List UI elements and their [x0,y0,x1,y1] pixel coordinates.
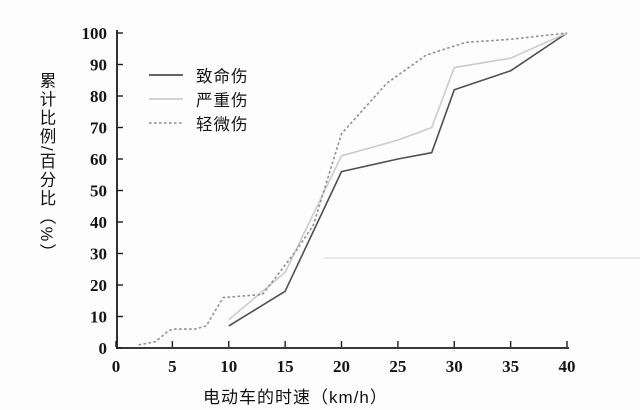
x-tick-label: 25 [389,357,406,376]
y-axis-title: 累计比例/百分比（%） [37,72,55,262]
y-tick-label: 60 [90,150,107,169]
series-line-serious [228,32,568,321]
series-line-fatal [228,32,568,327]
y-tick-label: 10 [90,308,107,327]
serious-line-sample-icon [149,97,183,100]
y-tick-label: 0 [99,339,108,358]
x-tick-label: 35 [502,357,519,376]
x-tick-label: 10 [220,357,237,376]
minor-line-sample-icon [149,121,183,124]
y-tick-label: 20 [90,276,107,295]
y-tick-label: 90 [90,56,107,75]
legend-item-fatal: 致命伤 [148,64,249,86]
x-tick-label: 0 [112,357,121,376]
y-tick-label: 40 [90,213,107,232]
x-tick-label: 40 [559,357,576,376]
legend-label-serious: 严重伤 [196,91,249,110]
x-tick-label: 20 [333,357,350,376]
y-tick-label: 70 [90,119,107,138]
fatal-line-sample-icon [149,73,183,76]
legend-label-fatal: 致命伤 [196,67,249,86]
legend-item-minor: 轻微伤 [148,112,249,134]
x-tick-label: 30 [446,357,463,376]
y-tick-label: 100 [82,24,108,43]
legend-label-minor: 轻微伤 [196,115,249,134]
series-line-minor [138,32,568,346]
x-tick-label: 15 [277,357,294,376]
x-tick-label: 5 [168,357,177,376]
scan-artifact [324,257,640,259]
y-tick-label: 30 [90,245,107,264]
x-axis-title: 电动车的时速（km/h） [203,388,388,407]
y-tick-label: 50 [90,182,107,201]
y-tick-label: 80 [90,87,107,106]
legend-item-serious: 严重伤 [148,88,249,110]
legend: 致命伤 严重伤 轻微伤 [148,64,249,134]
